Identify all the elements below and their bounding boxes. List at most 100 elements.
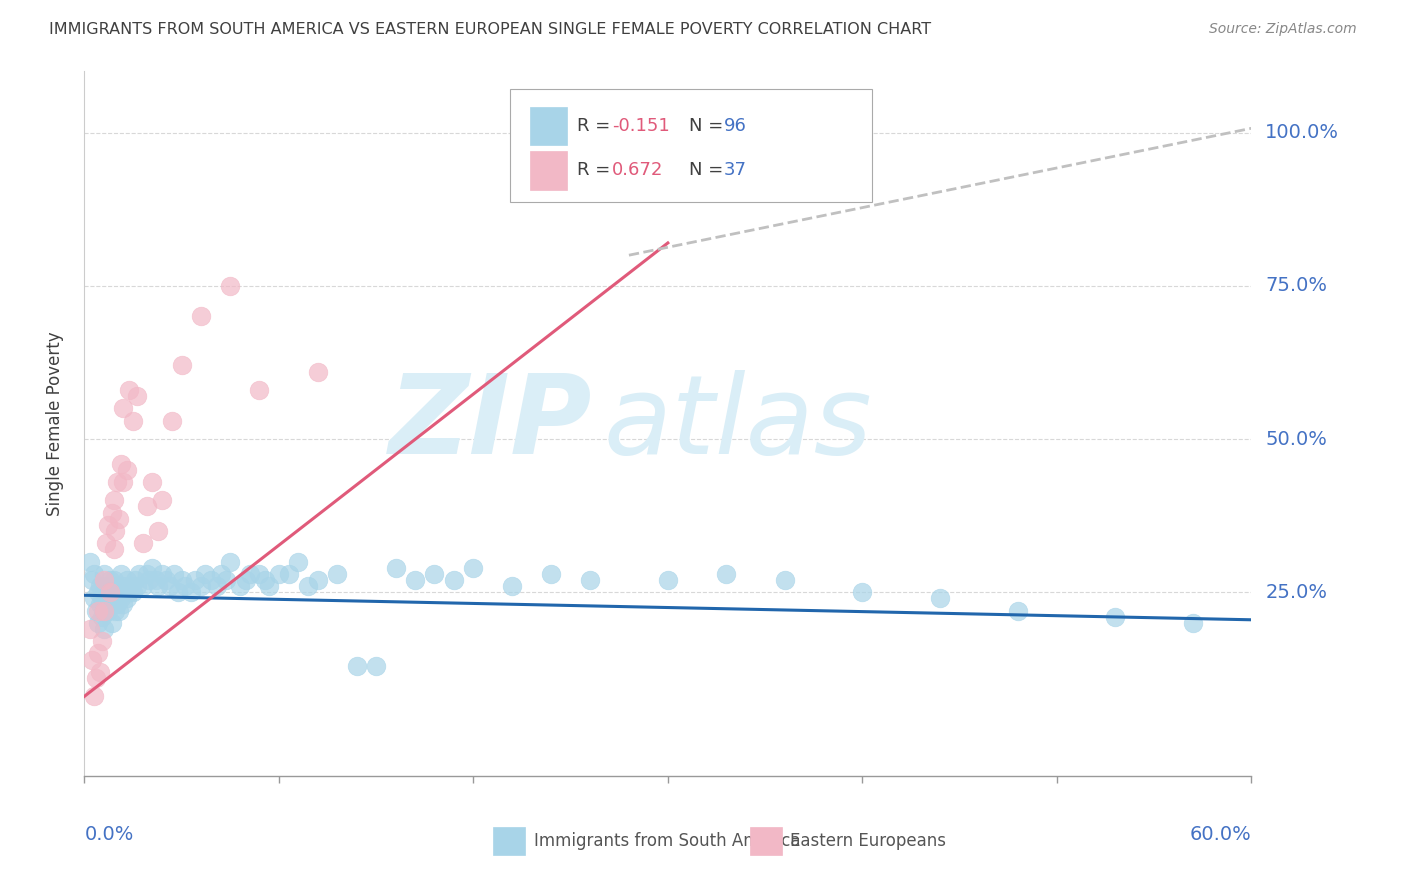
Point: [215, 573, 238, 587]
Text: Source: ZipAtlas.com: Source: ZipAtlas.com: [1209, 22, 1357, 37]
Point: [219, 278, 242, 293]
Point: [122, 414, 145, 428]
Point: [79, 622, 101, 636]
Point: [170, 359, 193, 373]
Point: [103, 573, 125, 587]
Text: 37: 37: [724, 161, 747, 179]
FancyBboxPatch shape: [510, 89, 872, 202]
Text: R =: R =: [576, 161, 616, 179]
Point: [929, 591, 952, 606]
Point: [118, 383, 141, 397]
Point: [159, 579, 181, 593]
Point: [110, 591, 132, 606]
Point: [98, 591, 121, 606]
Point: [87, 647, 110, 661]
Point: [200, 573, 222, 587]
Point: [287, 555, 309, 569]
Point: [110, 457, 132, 471]
Point: [148, 524, 170, 538]
Point: [98, 573, 121, 587]
Point: [155, 573, 177, 587]
Text: IMMIGRANTS FROM SOUTH AMERICA VS EASTERN EUROPEAN SINGLE FEMALE POVERTY CORRELAT: IMMIGRANTS FROM SOUTH AMERICA VS EASTERN…: [49, 22, 931, 37]
Point: [89, 579, 111, 593]
Point: [82, 573, 104, 587]
Point: [1181, 615, 1204, 630]
Text: 50.0%: 50.0%: [1265, 430, 1327, 449]
Point: [125, 579, 148, 593]
Point: [579, 573, 602, 587]
Point: [1007, 604, 1029, 618]
Point: [79, 555, 101, 569]
Point: [135, 500, 157, 514]
Point: [297, 579, 319, 593]
Point: [122, 585, 145, 599]
Point: [501, 579, 523, 593]
Point: [84, 671, 107, 685]
Point: [160, 414, 183, 428]
Point: [277, 566, 299, 581]
Point: [100, 506, 122, 520]
Point: [307, 365, 329, 379]
Point: [229, 579, 252, 593]
Point: [190, 310, 212, 324]
Point: [93, 604, 115, 618]
Point: [112, 598, 135, 612]
Point: [90, 634, 112, 648]
Text: N =: N =: [689, 117, 728, 135]
Bar: [749, 827, 782, 855]
Point: [103, 493, 125, 508]
Point: [249, 383, 271, 397]
Bar: [530, 107, 568, 145]
Point: [141, 475, 163, 489]
Text: Eastern Europeans: Eastern Europeans: [790, 832, 946, 850]
Point: [93, 566, 115, 581]
Point: [90, 591, 112, 606]
Point: [219, 555, 242, 569]
Point: [108, 604, 131, 618]
Point: [366, 658, 388, 673]
Point: [851, 585, 873, 599]
Point: [205, 579, 228, 593]
Point: [326, 566, 349, 581]
Point: [249, 566, 271, 581]
Point: [166, 585, 188, 599]
Point: [83, 566, 105, 581]
Point: [307, 573, 329, 587]
Point: [135, 566, 157, 581]
Point: [145, 573, 167, 587]
Text: ZIP: ZIP: [388, 370, 592, 477]
Point: [107, 579, 129, 593]
Point: [93, 585, 115, 599]
Point: [1104, 609, 1126, 624]
Point: [404, 573, 426, 587]
Text: N =: N =: [689, 161, 728, 179]
Text: 75.0%: 75.0%: [1265, 277, 1327, 295]
Point: [93, 622, 115, 636]
Text: 0.672: 0.672: [612, 161, 664, 179]
Point: [209, 566, 232, 581]
Point: [104, 524, 127, 538]
Point: [89, 665, 111, 679]
Point: [98, 585, 121, 599]
Point: [657, 573, 679, 587]
Point: [120, 579, 142, 593]
Point: [150, 566, 173, 581]
Text: 96: 96: [724, 117, 747, 135]
Bar: [494, 827, 526, 855]
Point: [190, 579, 212, 593]
Point: [94, 536, 117, 550]
Point: [103, 542, 125, 557]
Point: [103, 591, 125, 606]
Point: [83, 591, 105, 606]
Point: [107, 598, 129, 612]
Point: [384, 560, 406, 574]
Point: [115, 591, 138, 606]
Text: R =: R =: [576, 117, 616, 135]
Point: [110, 566, 132, 581]
Point: [100, 579, 122, 593]
Point: [97, 517, 120, 532]
Point: [443, 573, 465, 587]
Point: [108, 585, 131, 599]
Point: [83, 690, 105, 704]
Point: [773, 573, 796, 587]
